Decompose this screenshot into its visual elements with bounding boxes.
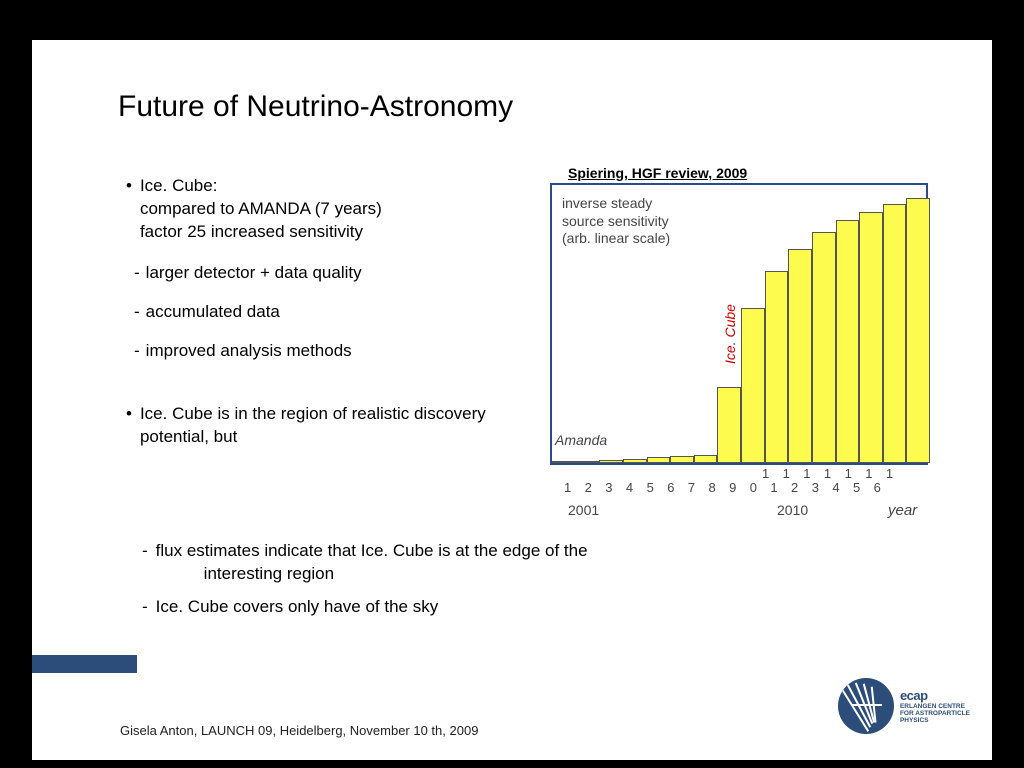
sub-2: accumulated data — [146, 301, 280, 324]
dash: - — [142, 596, 148, 619]
ecap-logo: ecap ERLANGEN CENTRE FOR ASTROPARTICLE P… — [838, 678, 970, 734]
lower-1a: flux estimates indicate that Ice. Cube i… — [156, 540, 588, 563]
bar — [765, 271, 789, 463]
ylabel-l1: inverse steady — [562, 195, 670, 213]
lower-item: - flux estimates indicate that Ice. Cube… — [142, 540, 892, 586]
logo-l2: FOR ASTROPARTICLE — [900, 710, 970, 717]
bullet-1-line-1: Ice. Cube: — [140, 175, 382, 198]
x-ticks-lower: 1 2 3 4 5 6 7 8 9 0 1 2 3 4 5 6 — [564, 480, 928, 495]
sub-item: - improved analysis methods — [134, 340, 526, 363]
bullet-1: • Ice. Cube: compared to AMANDA (7 years… — [126, 175, 526, 244]
bullet-2: • Ice. Cube is in the region of realisti… — [126, 403, 526, 449]
ecap-logo-icon — [838, 678, 894, 734]
bar — [812, 232, 836, 463]
citation: Spiering, HGF review, 2009 — [568, 165, 747, 181]
bar — [859, 212, 883, 463]
sub-3: improved analysis methods — [146, 340, 352, 363]
logo-l3: PHYSICS — [900, 717, 970, 724]
logo-l1: ERLANGEN CENTRE — [900, 703, 970, 710]
sub-item: - accumulated data — [134, 301, 526, 324]
bullet-dot: • — [126, 175, 132, 244]
bar — [906, 198, 930, 463]
sub-item: - larger detector + data quality — [134, 262, 526, 285]
x-year-label: year — [888, 502, 917, 519]
bullet-dot: • — [126, 403, 132, 449]
dash: - — [134, 301, 140, 324]
chart-ylabel: inverse steady source sensitivity (arb. … — [562, 195, 670, 248]
bullet-1-line-2: compared to AMANDA (7 years) — [140, 198, 382, 221]
sub-1: larger detector + data quality — [146, 262, 362, 285]
content-left: • Ice. Cube: compared to AMANDA (7 years… — [126, 175, 526, 467]
ylabel-l2: source sensitivity — [562, 213, 670, 231]
bar — [599, 460, 623, 463]
lower-2: Ice. Cube covers only have of the sky — [156, 596, 439, 619]
bar — [717, 387, 741, 463]
lower-item: - Ice. Cube covers only have of the sky — [142, 596, 892, 619]
ylabel-l3: (arb. linear scale) — [562, 230, 670, 248]
dash: - — [134, 340, 140, 363]
logo-name: ecap — [900, 688, 970, 703]
bullet-1-line-3: factor 25 increased sensitivity — [140, 221, 382, 244]
bullet-2-text: Ice. Cube is in the region of realistic … — [140, 403, 526, 449]
bar — [576, 461, 600, 463]
bar — [623, 459, 647, 464]
bar — [670, 456, 694, 463]
footer-text: Gisela Anton, LAUNCH 09, Heidelberg, Nov… — [120, 723, 478, 738]
bar — [883, 204, 907, 463]
dash: - — [134, 262, 140, 285]
bar — [741, 308, 765, 463]
x-ticks-upper: 1 1 1 1 1 1 1 — [762, 466, 930, 481]
lower-1b: interesting region — [156, 563, 588, 586]
dash: - — [142, 540, 148, 586]
bar — [647, 457, 671, 463]
slide-title: Future of Neutrino-Astronomy — [118, 90, 513, 124]
amanda-label: Amanda — [555, 432, 607, 448]
bar — [694, 455, 718, 463]
lower-block: - flux estimates indicate that Ice. Cube… — [142, 540, 892, 629]
bar — [836, 220, 860, 463]
icecube-label: Ice. Cube — [722, 304, 738, 364]
footer-accent-bar — [32, 655, 137, 673]
bar — [552, 461, 576, 463]
bar — [788, 249, 812, 463]
x-year-1: 2001 — [568, 502, 599, 518]
slide: Future of Neutrino-Astronomy Spiering, H… — [32, 40, 992, 760]
x-year-2: 2010 — [777, 502, 808, 518]
